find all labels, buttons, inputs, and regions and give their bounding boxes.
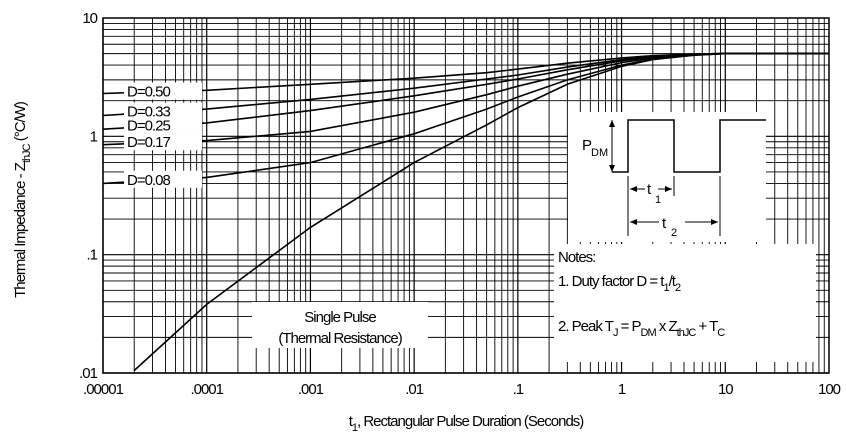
note-1: 1. Duty factor D = t1/t2 — [558, 273, 681, 294]
single-pulse-annotation: Single Pulse (Thermal Resistance) — [252, 302, 428, 348]
curves — [102, 52, 829, 372]
duty-label-bg — [124, 116, 202, 134]
duty-label-0: D=0.50 — [127, 84, 170, 101]
x-tick-label: 100 — [818, 381, 841, 398]
x-tick-label: .0001 — [190, 381, 223, 398]
y-tick-label: .1 — [86, 247, 97, 264]
y-tick-label: 1 — [90, 128, 98, 145]
pulse-diagram: P DM t 1 t 2 — [568, 112, 766, 242]
diagram-t2-label: t — [662, 215, 667, 232]
x-tick-label: 1 — [618, 381, 626, 398]
x-tick-label: .01 — [405, 381, 424, 398]
diagram-t2-sub: 2 — [671, 227, 677, 239]
diagram-dm-label: DM — [591, 147, 608, 159]
plot-frame — [102, 17, 830, 374]
y-tick-label: 10 — [82, 10, 97, 27]
y-axis-label: Thermal Impedance - ZthJC (°C/W) — [12, 101, 33, 298]
thermal-resistance-label: (Thermal Resistance) — [278, 330, 402, 347]
duty-label-bg — [124, 170, 202, 188]
duty-label-bg — [124, 133, 202, 151]
series-line-5 — [133, 52, 829, 372]
y-tick-labels: .01 .1 1 10 — [79, 10, 99, 382]
diagram-p-label: P — [582, 137, 592, 154]
x-tick-label: .1 — [513, 381, 524, 398]
duty-label-4: D=0.08 — [127, 172, 170, 189]
y-tick-label: .01 — [79, 365, 98, 382]
duty-labels: D=0.50D=0.33D=0.25D=0.17D=0.08 — [124, 82, 202, 189]
notes-annotation: Notes: 1. Duty factor D = t1/t2 2. Peak … — [554, 244, 816, 362]
duty-label-bg — [124, 82, 202, 100]
notes-title: Notes: — [558, 249, 595, 266]
duty-label-2: D=0.25 — [127, 117, 170, 134]
x-tick-label: 10 — [718, 381, 733, 398]
diagram-t1-label: t — [647, 181, 652, 198]
x-axis-label: t1, Rectangular Pulse Duration (Seconds) — [349, 413, 585, 434]
diagram-t1-sub: 1 — [655, 194, 661, 206]
single-pulse-label: Single Pulse — [304, 309, 376, 326]
x-tick-labels: .00001 .0001 .001 .01 .1 1 10 100 — [83, 381, 842, 398]
duty-label-bg — [124, 102, 202, 120]
note-2: 2. Peak TJ = PDM x ZthJC + TC — [558, 318, 725, 339]
x-tick-label: .00001 — [83, 381, 124, 398]
x-tick-label: .001 — [298, 381, 324, 398]
duty-label-3: D=0.17 — [127, 134, 170, 151]
